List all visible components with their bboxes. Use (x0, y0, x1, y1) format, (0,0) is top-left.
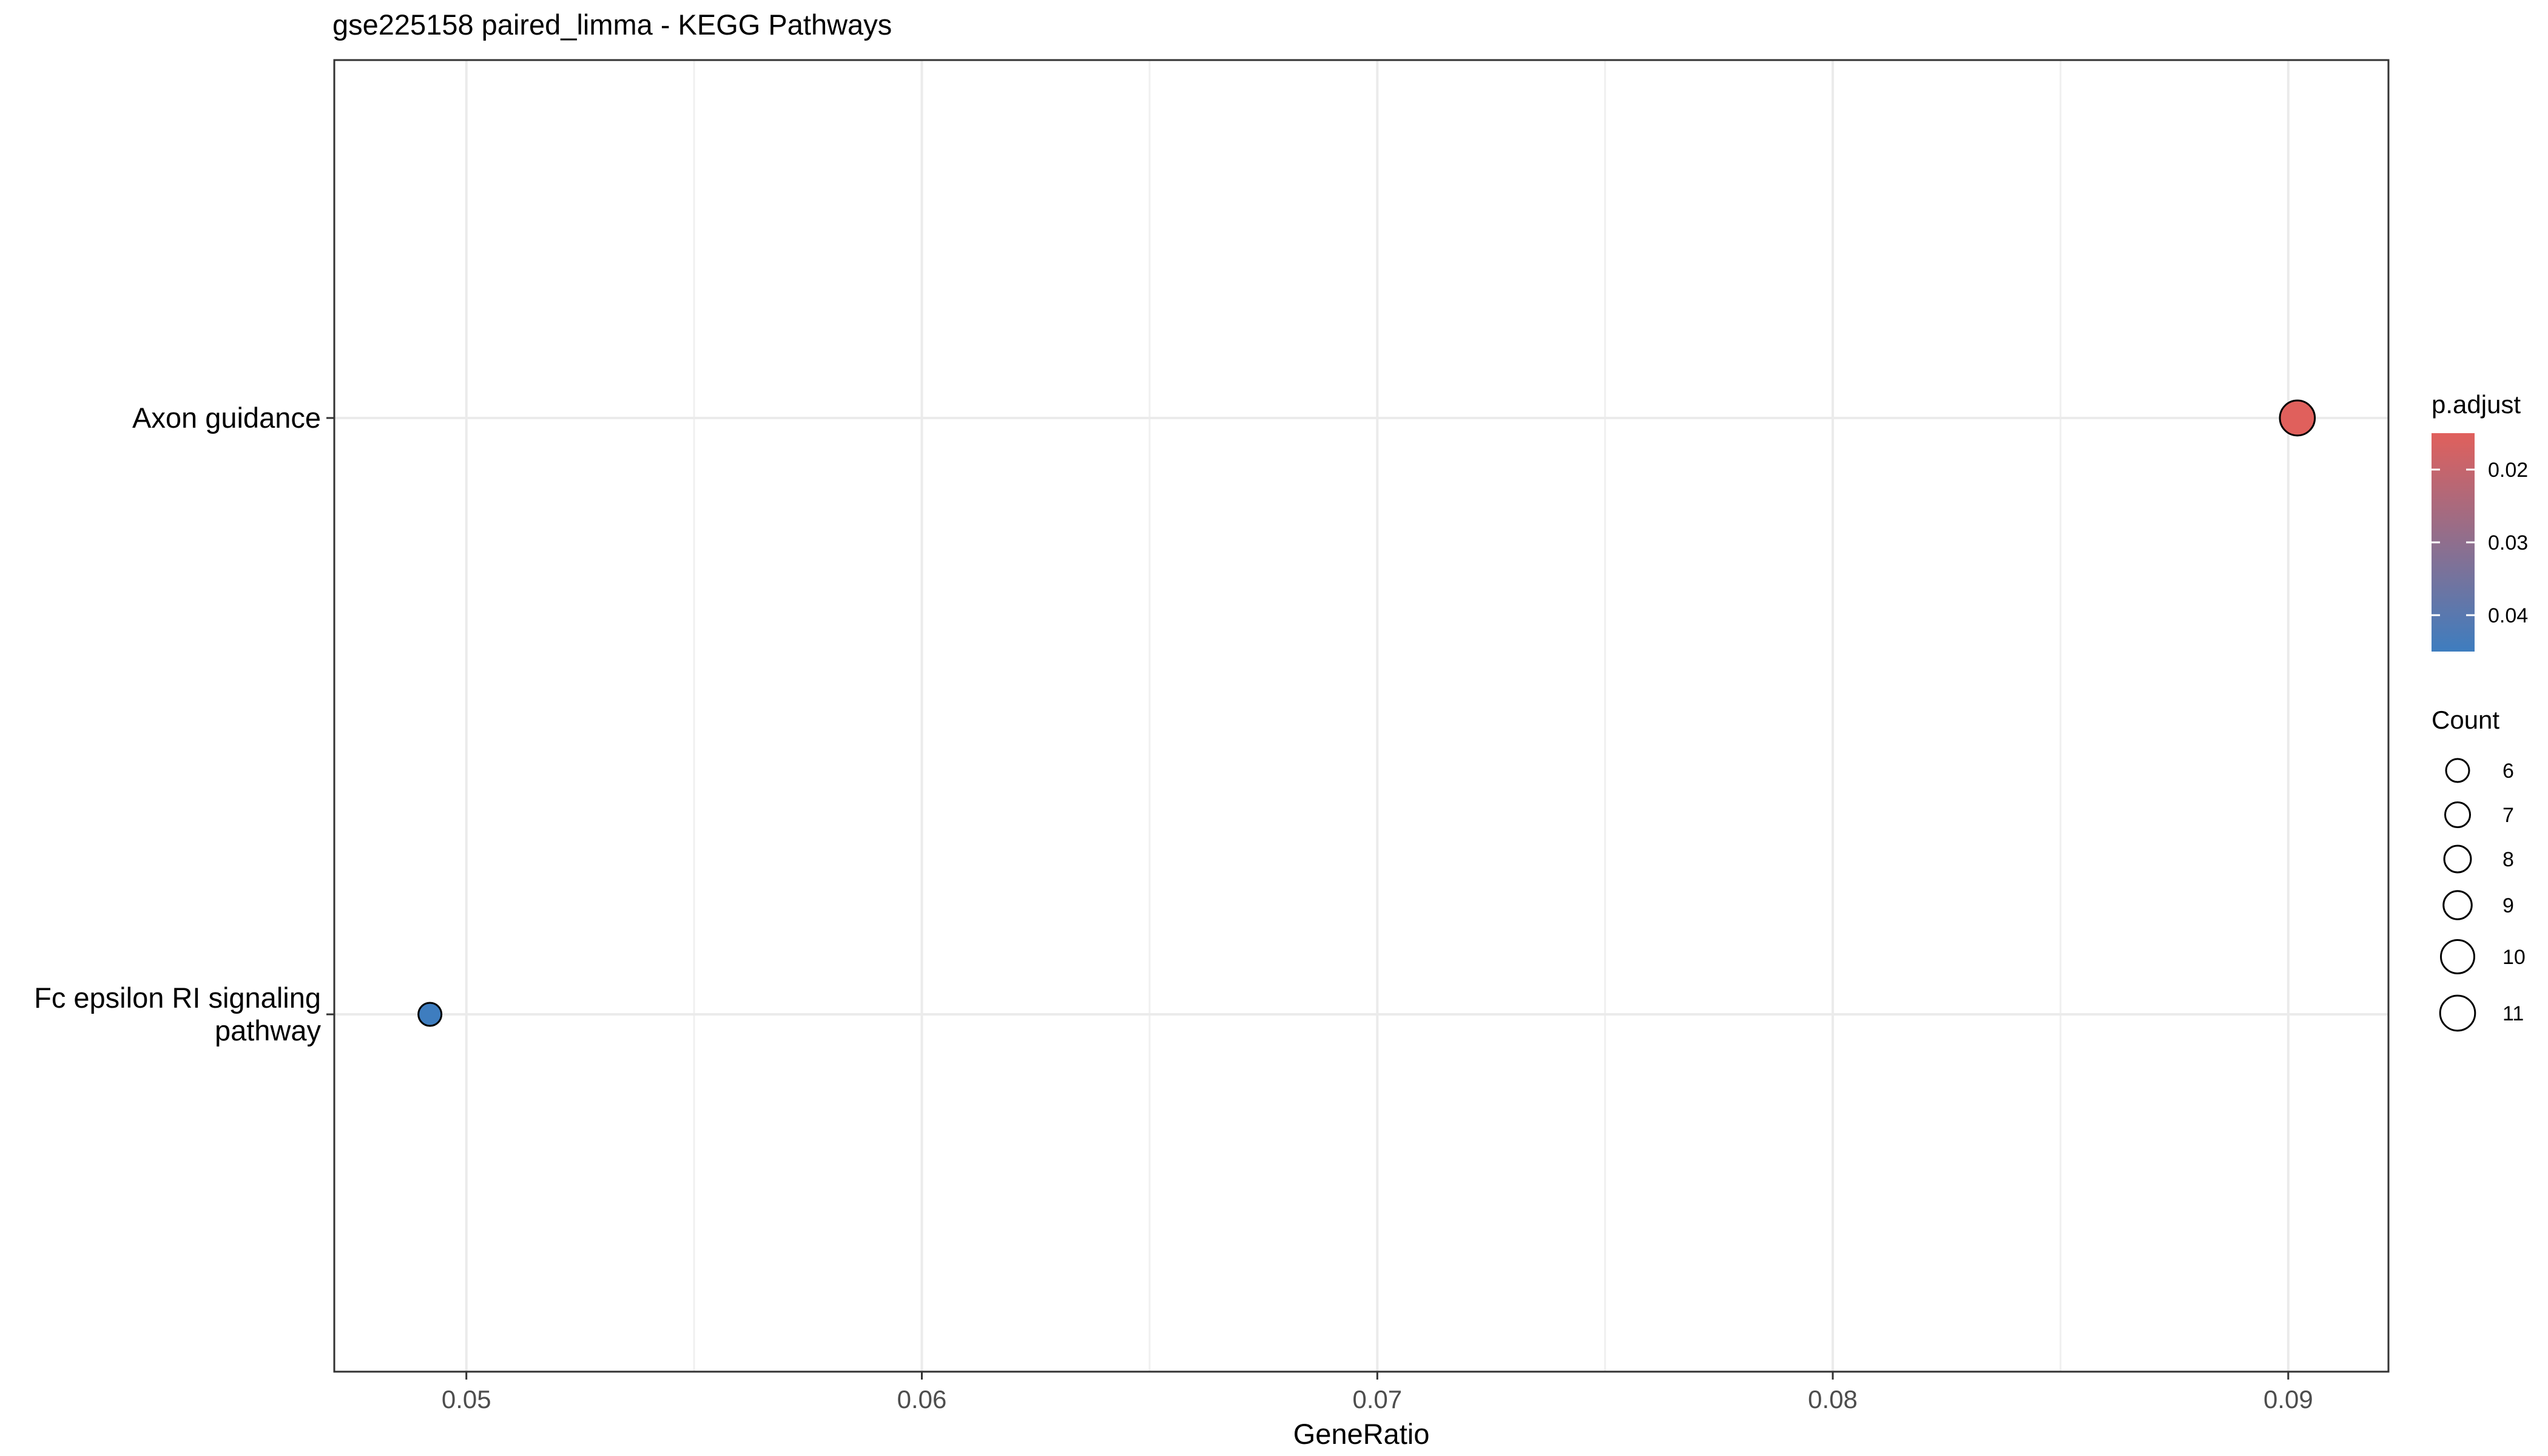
size-legend-circle (2442, 890, 2473, 920)
color-legend-title: p.adjust (2432, 390, 2521, 419)
size-legend-circle (2444, 801, 2472, 829)
size-legend-label: 6 (2502, 760, 2514, 783)
x-tick-label: 0.06 (897, 1385, 947, 1414)
color-legend-tick-label: 0.02 (2488, 459, 2528, 482)
size-legend-circle (2439, 994, 2476, 1032)
size-legend-circle (2440, 939, 2475, 974)
x-axis-label: GeneRatio (1293, 1418, 1430, 1450)
y-tick-label: Fc epsilon RI signaling pathway (34, 982, 321, 1046)
size-legend: Count 6 7 8 9 10 11 (2432, 706, 2526, 1032)
chart-title: gse225158 paired_limma - KEGG Pathways (332, 8, 892, 41)
plot-panel-border (333, 59, 2390, 1373)
x-tick-label: 0.07 (1352, 1385, 1402, 1414)
size-legend-label: 8 (2502, 848, 2514, 871)
color-legend-ticks: 0.02 0.03 0.04 (2432, 459, 2528, 627)
size-legend-items: 6 7 8 9 10 11 (2439, 758, 2526, 1032)
y-tick-label: Axon guidance (132, 402, 321, 434)
size-legend-circle (2443, 844, 2472, 874)
size-legend-title: Count (2432, 706, 2499, 734)
data-point (2279, 399, 2316, 437)
size-legend-label: 11 (2502, 1002, 2524, 1025)
color-legend: p.adjust 0.02 0.03 0.04 (2432, 390, 2528, 652)
size-legend-label: 7 (2502, 804, 2514, 827)
x-tick-label: 0.05 (442, 1385, 491, 1414)
size-legend-circle (2445, 758, 2470, 783)
grid-lines (334, 60, 2388, 1372)
x-tick-label: 0.08 (1808, 1385, 1858, 1414)
color-legend-tick-label: 0.04 (2488, 604, 2528, 627)
data-points (417, 399, 2316, 1027)
color-legend-tick-label: 0.03 (2488, 531, 2528, 554)
x-tick-label: 0.09 (2263, 1385, 2313, 1414)
data-point (417, 1002, 443, 1027)
size-legend-label: 10 (2502, 946, 2526, 969)
size-legend-label: 9 (2502, 894, 2514, 917)
axes: 0.05 0.06 0.07 0.08 0.09 Fc epsilon RI signal… (34, 402, 2313, 1414)
